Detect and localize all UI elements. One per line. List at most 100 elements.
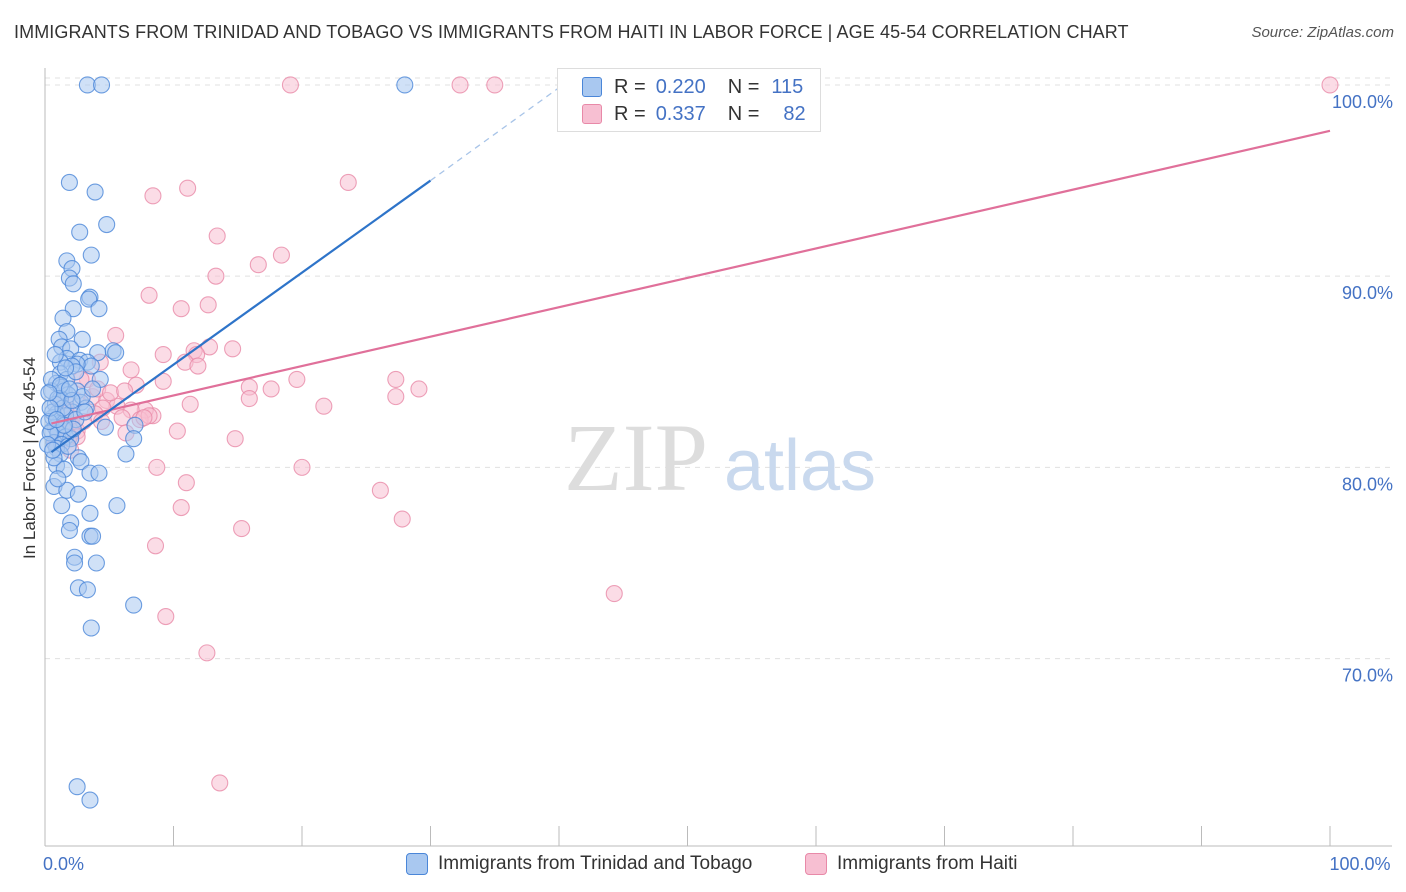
haiti-point[interactable] [207, 267, 225, 285]
trinidad-point[interactable] [64, 275, 82, 293]
trinidad-point[interactable] [68, 778, 86, 796]
trinidad-trend-extension [430, 82, 566, 182]
haiti-point[interactable] [224, 340, 242, 358]
haiti-point[interactable] [272, 246, 290, 264]
trinidad-point[interactable] [125, 430, 143, 448]
haiti-point[interactable] [339, 173, 357, 192]
trinidad-point[interactable] [90, 300, 108, 318]
trinidad-point[interactable] [87, 554, 105, 572]
trinidad-point[interactable] [71, 223, 89, 241]
trinidad-point[interactable] [107, 344, 125, 362]
trinidad-point[interactable] [117, 445, 135, 463]
legend-n-value-series2: 82 [783, 102, 806, 125]
points-layer [39, 76, 1339, 809]
haiti-point[interactable] [605, 585, 623, 603]
haiti-point[interactable] [226, 430, 244, 448]
legend-r-label: R = [614, 102, 646, 125]
haiti-point[interactable] [181, 395, 199, 413]
haiti-point[interactable] [240, 389, 258, 408]
haiti-point[interactable] [157, 607, 175, 626]
haiti-point[interactable] [189, 357, 207, 375]
haiti-point[interactable] [387, 370, 405, 388]
trinidad-point[interactable] [40, 384, 58, 402]
haiti-point[interactable] [208, 227, 226, 245]
trinidad-point[interactable] [60, 173, 78, 192]
haiti-point[interactable] [101, 384, 120, 402]
trinidad-trend-line [50, 179, 432, 453]
haiti-point[interactable] [486, 76, 504, 94]
haiti-point[interactable] [107, 326, 125, 344]
trinidad-point[interactable] [83, 380, 102, 398]
y-tick-label: 90.0% [1342, 283, 1393, 303]
haiti-point[interactable] [293, 458, 311, 476]
haiti-point[interactable] [172, 300, 190, 318]
bottom-legend-series2[interactable]: Immigrants from Haiti [805, 851, 1018, 877]
y-tick-label: 80.0% [1342, 474, 1393, 494]
haiti-point[interactable] [233, 520, 251, 538]
trinidad-point[interactable] [49, 470, 67, 488]
haiti-point[interactable] [168, 422, 186, 440]
haiti-point[interactable] [281, 76, 299, 94]
haiti-trend-line [51, 129, 1331, 425]
haiti-point[interactable] [154, 346, 172, 364]
haiti-point[interactable] [146, 537, 165, 555]
trinidad-point[interactable] [125, 596, 143, 614]
haiti-point[interactable] [451, 76, 469, 94]
haiti-point[interactable] [122, 361, 140, 379]
trinidad-point[interactable] [72, 453, 90, 471]
legend-r-label: R = [614, 75, 646, 98]
trinidad-point[interactable] [98, 215, 116, 234]
trinidad-point[interactable] [60, 380, 78, 398]
axis-layer: 70.0% 80.0% 90.0% 100.0% 0.0% 100.0% [43, 68, 1393, 874]
haiti-point[interactable] [387, 388, 405, 406]
haiti-point[interactable] [211, 774, 229, 792]
haiti-point[interactable] [288, 370, 306, 388]
trinidad-point[interactable] [46, 346, 64, 364]
trend-layer [50, 82, 1331, 453]
haiti-point[interactable] [249, 256, 267, 274]
legend-r-value-series2: 0.337 [655, 102, 706, 125]
trinidad-point[interactable] [57, 359, 75, 377]
haiti-point[interactable] [144, 187, 162, 205]
legend-r-value-series1: 0.220 [655, 75, 706, 98]
trinidad-point[interactable] [92, 76, 111, 94]
trinidad-point[interactable] [81, 791, 99, 809]
trinidad-point[interactable] [73, 330, 91, 348]
y-tick-label: 100.0% [1332, 92, 1393, 112]
watermark: ZIP atlas [564, 404, 876, 511]
trinidad-point[interactable] [66, 554, 84, 572]
trinidad-point[interactable] [69, 485, 87, 503]
haiti-point[interactable] [393, 510, 411, 528]
legend-swatch-series1 [582, 77, 602, 97]
trinidad-point[interactable] [86, 183, 104, 201]
haiti-point[interactable] [262, 380, 280, 398]
haiti-point[interactable] [1321, 76, 1339, 94]
trinidad-point[interactable] [108, 497, 126, 515]
trinidad-point[interactable] [53, 497, 71, 515]
trinidad-point[interactable] [48, 411, 66, 429]
haiti-point[interactable] [198, 644, 216, 662]
haiti-point[interactable] [140, 286, 158, 304]
bottom-legend-label-series2: Immigrants from Haiti [837, 853, 1018, 874]
haiti-point[interactable] [148, 458, 166, 476]
trinidad-point[interactable] [82, 246, 100, 264]
legend-row-series2: R = 0.337 N = 82 [582, 102, 806, 126]
trinidad-point[interactable] [396, 76, 414, 94]
haiti-point[interactable] [315, 397, 333, 415]
trinidad-point[interactable] [83, 527, 102, 545]
trinidad-point[interactable] [60, 521, 78, 540]
trinidad-point[interactable] [96, 418, 114, 436]
trinidad-point[interactable] [78, 581, 96, 599]
haiti-point[interactable] [410, 380, 428, 398]
trinidad-point[interactable] [90, 464, 108, 482]
haiti-point[interactable] [179, 179, 197, 197]
bottom-legend-series1[interactable]: Immigrants from Trinidad and Tobago [406, 851, 752, 877]
source-label: Source: ZipAtlas.com [1251, 24, 1394, 41]
haiti-point[interactable] [172, 498, 190, 517]
legend-row-series1: R = 0.220 N = 115 [582, 75, 803, 99]
haiti-point[interactable] [371, 481, 389, 499]
trinidad-point[interactable] [81, 504, 99, 522]
haiti-point[interactable] [199, 296, 217, 314]
trinidad-point[interactable] [82, 619, 100, 637]
haiti-point[interactable] [177, 474, 195, 492]
